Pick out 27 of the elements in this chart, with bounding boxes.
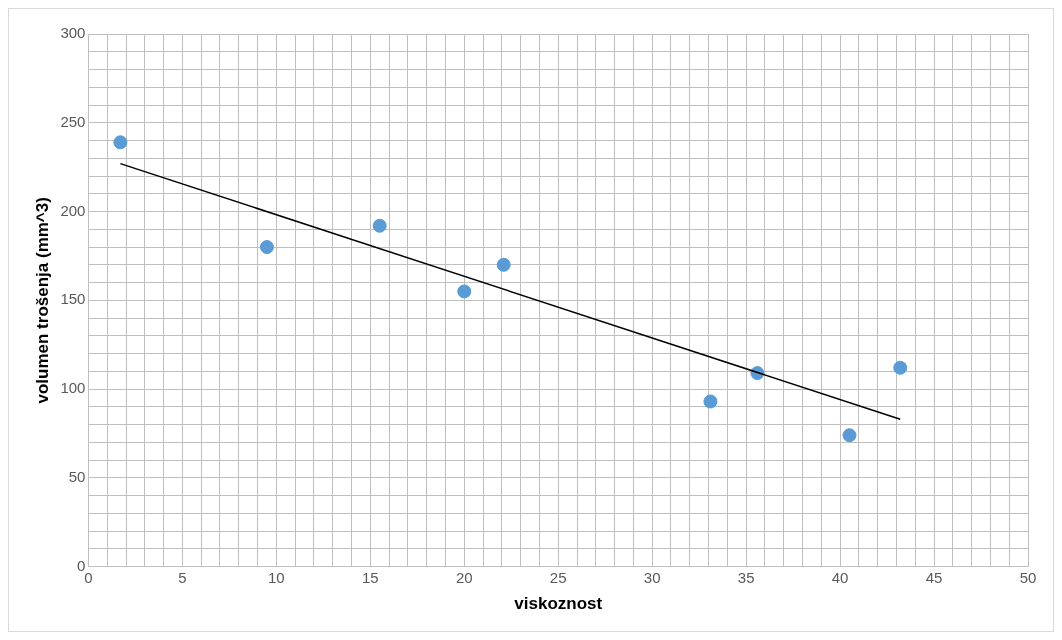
x-tick-label: 45 — [925, 568, 943, 586]
x-tick-label: 40 — [831, 568, 849, 586]
x-tick-label: 50 — [1019, 568, 1037, 586]
x-tick-label: 30 — [643, 568, 661, 586]
y-tick-label: 300 — [60, 24, 86, 42]
point — [893, 360, 908, 375]
y-tick-label: 150 — [60, 290, 86, 308]
point — [842, 428, 857, 443]
x-tick-label: 20 — [455, 568, 473, 586]
y-tick-label: 50 — [68, 467, 86, 485]
point — [259, 240, 274, 255]
y-axis-title: volumen trošenja (mm^3) — [32, 197, 52, 404]
x-tick-label: 25 — [549, 568, 567, 586]
point — [703, 394, 718, 409]
x-axis-title: viskoznost — [514, 594, 603, 614]
x-tick-label: 15 — [361, 568, 379, 586]
point — [457, 284, 472, 299]
point — [113, 135, 128, 150]
x-tick-label: 35 — [737, 568, 755, 586]
y-tick-label: 250 — [60, 112, 86, 130]
point — [496, 257, 511, 272]
y-tick-label: 100 — [60, 379, 86, 397]
y-tick-label: 200 — [60, 201, 86, 219]
x-tick-label: 5 — [178, 568, 187, 586]
point — [372, 218, 387, 233]
y-tick-label: 0 — [77, 556, 86, 574]
x-tick-label: 10 — [268, 568, 285, 586]
